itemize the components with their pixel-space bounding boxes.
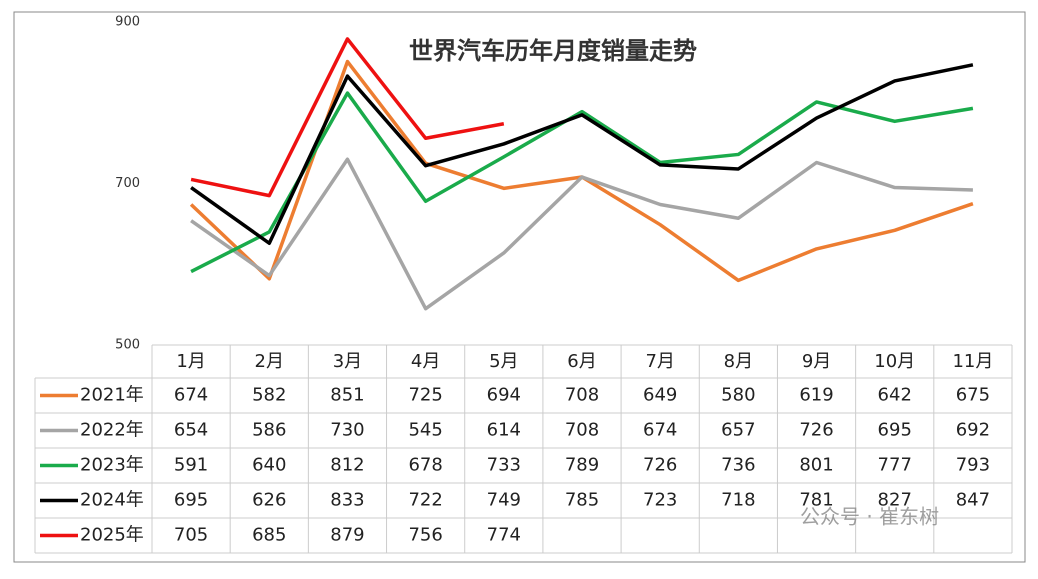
series-line	[190, 63, 974, 246]
table-value: 725	[408, 385, 442, 406]
chart-frame	[13, 11, 1026, 563]
table-value: 847	[956, 490, 990, 511]
table-value: 774	[487, 525, 521, 546]
table-value: 695	[174, 490, 208, 511]
table-value: 756	[408, 525, 442, 546]
table-value: 851	[330, 385, 364, 406]
table-value: 675	[956, 385, 990, 406]
x-tick-label: 6月	[567, 351, 596, 372]
table-value: 692	[956, 420, 990, 441]
table-value: 678	[408, 455, 442, 476]
table-value: 736	[721, 455, 755, 476]
table-value: 674	[643, 420, 677, 441]
legend-label: 2025年	[80, 525, 144, 546]
table-value: 785	[565, 490, 599, 511]
table-value: 640	[252, 455, 286, 476]
table-value: 793	[956, 455, 990, 476]
x-tick-label: 8月	[724, 351, 753, 372]
table-value: 726	[799, 420, 833, 441]
legend-label: 2023年	[80, 455, 144, 476]
table-value: 789	[565, 455, 599, 476]
table-value: 722	[408, 490, 442, 511]
x-tick-label: 7月	[645, 351, 674, 372]
table-value: 801	[799, 455, 833, 476]
y-tick-label: 900	[115, 15, 140, 30]
x-tick-label: 2月	[255, 351, 284, 372]
x-tick-label: 1月	[176, 351, 205, 372]
table-value: 749	[487, 490, 521, 511]
table-value: 718	[721, 490, 755, 511]
table-value: 685	[252, 525, 286, 546]
legend-label: 2021年	[80, 385, 144, 406]
table-value: 726	[643, 455, 677, 476]
table-value: 781	[799, 490, 833, 511]
series-line	[190, 37, 505, 198]
x-tick-label: 4月	[411, 351, 440, 372]
x-tick-label: 9月	[802, 351, 831, 372]
table-value: 812	[330, 455, 364, 476]
table-value: 586	[252, 420, 286, 441]
table-value: 694	[487, 385, 521, 406]
series-line	[190, 91, 974, 274]
table-value: 833	[330, 490, 364, 511]
table-value: 619	[799, 385, 833, 406]
x-tick-label: 10月	[874, 351, 915, 372]
y-tick-label: 700	[115, 176, 140, 191]
chart-title: 世界汽车历年月度销量走势	[409, 37, 697, 65]
table-value: 705	[174, 525, 208, 546]
table-value: 649	[643, 385, 677, 406]
legend-label: 2022年	[80, 420, 144, 441]
table-value: 879	[330, 525, 364, 546]
table-value: 723	[643, 490, 677, 511]
table-value: 777	[878, 455, 912, 476]
table-value: 657	[721, 420, 755, 441]
x-tick-label: 5月	[489, 351, 518, 372]
watermark: 公众号 · 崔东树	[800, 505, 939, 529]
table-value: 730	[330, 420, 364, 441]
table-value: 580	[721, 385, 755, 406]
table-value: 582	[252, 385, 286, 406]
table-value: 591	[174, 455, 208, 476]
table-value: 545	[408, 420, 442, 441]
table-value: 695	[878, 420, 912, 441]
table-value: 654	[174, 420, 208, 441]
table-value: 642	[878, 385, 912, 406]
table-value: 614	[487, 420, 521, 441]
series-line	[190, 157, 973, 311]
table-value: 674	[174, 385, 208, 406]
x-tick-label: 3月	[333, 351, 362, 372]
table-value: 733	[487, 455, 521, 476]
x-tick-label: 11月	[952, 351, 993, 372]
table-value: 708	[565, 420, 599, 441]
legend-label: 2024年	[80, 490, 144, 511]
table-value: 708	[565, 385, 599, 406]
table-value: 827	[878, 490, 912, 511]
y-tick-label: 500	[115, 338, 140, 353]
table-value: 626	[252, 490, 286, 511]
